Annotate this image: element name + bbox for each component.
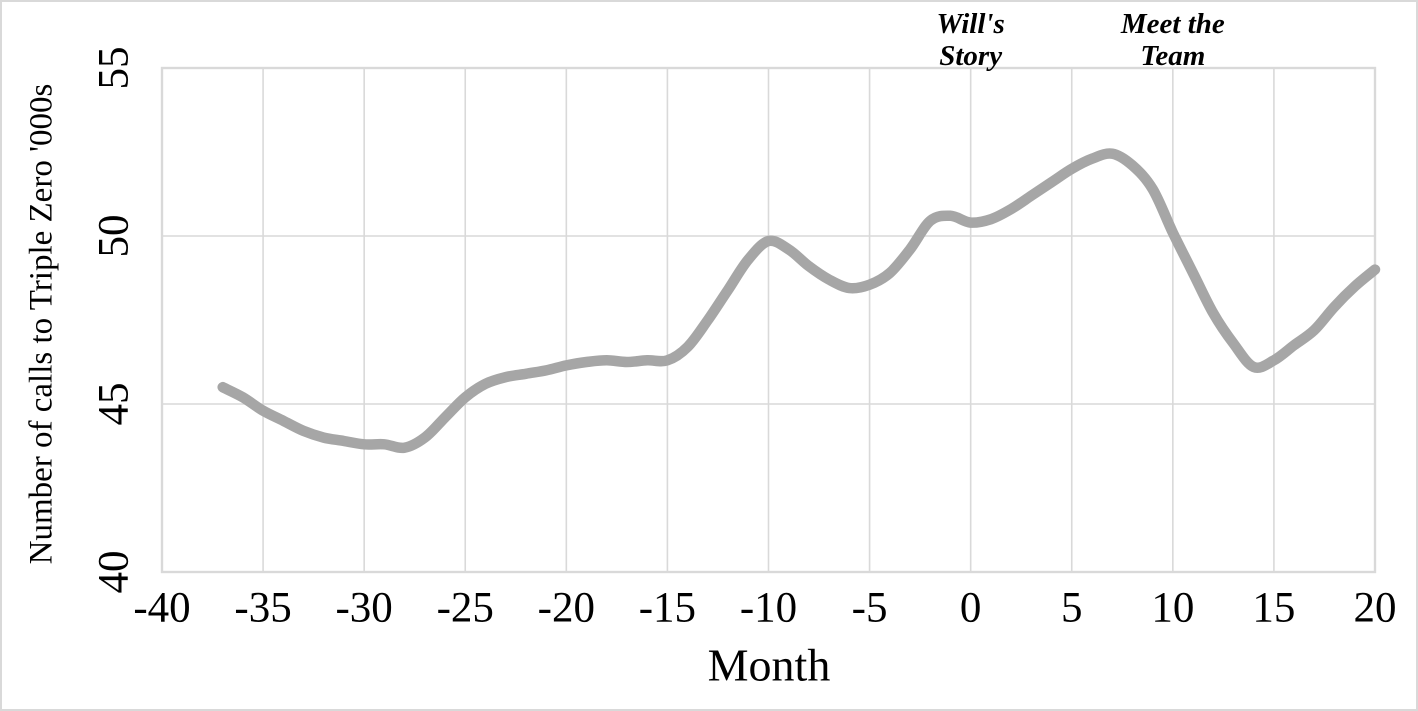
x-tick-label: -20: [537, 584, 595, 632]
annotation-meet-the-team: Meet the Team: [1120, 8, 1225, 72]
x-tick-label: -25: [436, 584, 494, 632]
y-tick-label: 50: [90, 214, 138, 258]
x-tick-label: 5: [1061, 584, 1083, 632]
x-tick-label: -35: [234, 584, 292, 632]
x-tick-label: 15: [1252, 584, 1296, 632]
plot-frame: [160, 66, 1377, 574]
y-axis-title: Number of calls to Triple Zero '000s: [23, 83, 60, 565]
x-tick-label: 0: [959, 584, 982, 632]
x-tick-label: -10: [739, 584, 798, 632]
x-tick-label: -15: [638, 584, 697, 632]
x-tick-label: 20: [1353, 584, 1397, 632]
y-tick-label: 55: [90, 46, 138, 90]
x-axis-title: Month: [707, 639, 831, 691]
x-tick-label: -30: [335, 584, 393, 632]
x-tick-label: 10: [1151, 584, 1195, 632]
y-tick-label: 40: [90, 550, 138, 594]
annotation-wills-story: Will's Story: [936, 8, 1005, 72]
y-tick-label: 45: [90, 382, 138, 426]
x-tick-label: -40: [133, 584, 191, 632]
x-tick-label: -5: [851, 584, 888, 632]
series-line: [217, 148, 1381, 454]
